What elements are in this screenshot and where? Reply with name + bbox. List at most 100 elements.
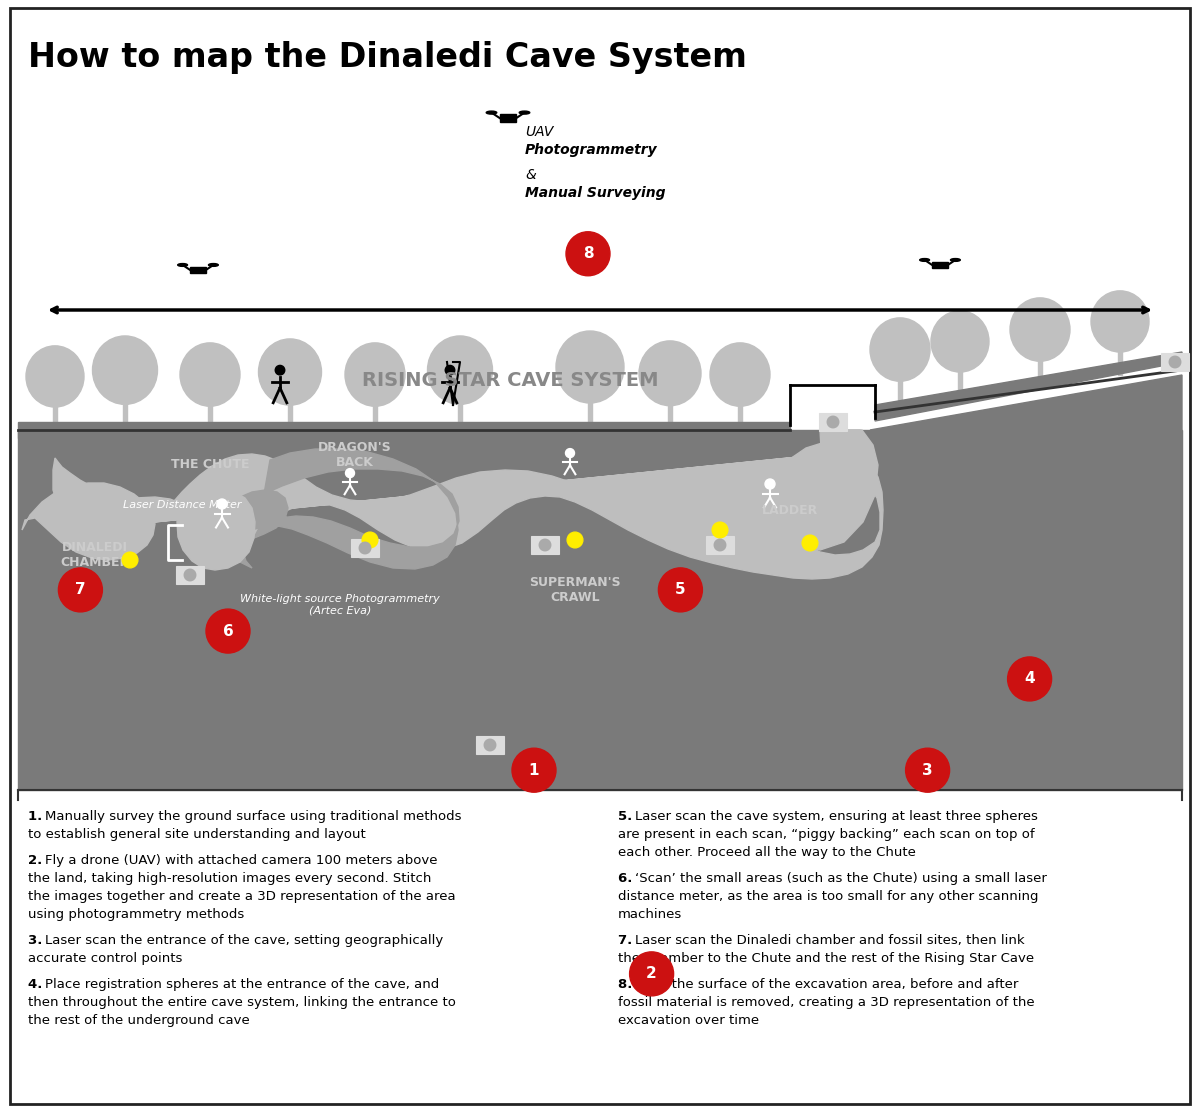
Text: 6.: 6. bbox=[618, 871, 637, 885]
Text: using photogrammetry methods: using photogrammetry methods bbox=[28, 908, 245, 920]
Ellipse shape bbox=[209, 264, 218, 266]
Bar bbox=[18, 430, 1182, 790]
Text: 1.: 1. bbox=[28, 810, 47, 823]
Bar bbox=[18, 78, 1182, 430]
Text: &: & bbox=[526, 168, 536, 183]
Polygon shape bbox=[772, 430, 878, 550]
Ellipse shape bbox=[486, 111, 497, 115]
Text: 2.: 2. bbox=[28, 854, 47, 867]
Polygon shape bbox=[373, 405, 377, 430]
Bar bbox=[476, 736, 504, 754]
Bar bbox=[818, 413, 847, 431]
Bar bbox=[530, 536, 559, 554]
Circle shape bbox=[568, 532, 583, 548]
Circle shape bbox=[802, 535, 818, 551]
Circle shape bbox=[712, 522, 728, 538]
Text: are present in each scan, “piggy backing” each scan on top of: are present in each scan, “piggy backing… bbox=[618, 828, 1034, 841]
Circle shape bbox=[630, 952, 673, 996]
Polygon shape bbox=[870, 375, 1182, 430]
Ellipse shape bbox=[556, 331, 624, 403]
Text: the images together and create a 3D representation of the area: the images together and create a 3D repr… bbox=[28, 890, 456, 903]
Text: 6: 6 bbox=[223, 623, 233, 639]
Text: Laser scan the Dinaledi chamber and fossil sites, then link: Laser scan the Dinaledi chamber and foss… bbox=[636, 934, 1025, 947]
Circle shape bbox=[485, 739, 496, 751]
Text: 2: 2 bbox=[647, 966, 656, 982]
Polygon shape bbox=[178, 490, 256, 570]
Circle shape bbox=[566, 232, 610, 276]
Circle shape bbox=[512, 748, 556, 792]
Circle shape bbox=[827, 416, 839, 427]
Text: 4: 4 bbox=[1025, 671, 1034, 687]
Polygon shape bbox=[218, 449, 458, 569]
Ellipse shape bbox=[258, 339, 322, 405]
Polygon shape bbox=[668, 405, 672, 430]
Bar bbox=[706, 536, 734, 554]
Circle shape bbox=[275, 365, 284, 375]
Polygon shape bbox=[738, 405, 742, 430]
Ellipse shape bbox=[1010, 298, 1070, 362]
Text: 5.: 5. bbox=[618, 810, 637, 823]
Text: DINALEDI
CHAMBER: DINALEDI CHAMBER bbox=[60, 541, 130, 569]
Text: the rest of the underground cave: the rest of the underground cave bbox=[28, 1014, 250, 1027]
Circle shape bbox=[714, 539, 726, 551]
Polygon shape bbox=[898, 381, 902, 405]
Polygon shape bbox=[457, 403, 462, 430]
Bar bbox=[1162, 353, 1189, 371]
Circle shape bbox=[217, 499, 227, 509]
FancyBboxPatch shape bbox=[10, 8, 1190, 1104]
Ellipse shape bbox=[92, 336, 157, 404]
Circle shape bbox=[539, 539, 551, 551]
Text: Laser scan the cave system, ensuring at least three spheres: Laser scan the cave system, ensuring at … bbox=[636, 810, 1038, 823]
Text: Place registration spheres at the entrance of the cave, and: Place registration spheres at the entran… bbox=[46, 978, 439, 991]
Text: Laser scan the entrance of the cave, setting geographically: Laser scan the entrance of the cave, set… bbox=[46, 934, 444, 947]
Text: each other. Proceed all the way to the Chute: each other. Proceed all the way to the C… bbox=[618, 846, 916, 859]
Text: DRAGON'S
BACK: DRAGON'S BACK bbox=[318, 441, 392, 469]
Text: 8: 8 bbox=[583, 246, 593, 262]
Bar bbox=[352, 539, 379, 556]
Circle shape bbox=[59, 568, 102, 612]
Polygon shape bbox=[875, 352, 1182, 421]
Text: 7.: 7. bbox=[618, 934, 637, 947]
Ellipse shape bbox=[950, 258, 960, 262]
Polygon shape bbox=[22, 483, 155, 560]
Ellipse shape bbox=[346, 343, 406, 406]
Circle shape bbox=[362, 532, 378, 548]
Text: SUPERMAN'S
CRAWL: SUPERMAN'S CRAWL bbox=[529, 577, 620, 604]
Text: THE CHUTE: THE CHUTE bbox=[170, 459, 250, 472]
Polygon shape bbox=[288, 404, 293, 430]
Circle shape bbox=[766, 479, 775, 489]
Text: Manual Surveying: Manual Surveying bbox=[526, 186, 666, 200]
Ellipse shape bbox=[520, 111, 529, 115]
Text: Manually survey the ground surface using traditional methods: Manually survey the ground surface using… bbox=[46, 810, 462, 823]
Bar bbox=[176, 567, 204, 584]
Ellipse shape bbox=[180, 343, 240, 406]
Text: distance meter, as the area is too small for any other scanning: distance meter, as the area is too small… bbox=[618, 890, 1038, 903]
Circle shape bbox=[906, 748, 949, 792]
Ellipse shape bbox=[1091, 290, 1150, 352]
Text: White-light source Photogrammetry
(Artec Eva): White-light source Photogrammetry (Artec… bbox=[240, 594, 440, 615]
Circle shape bbox=[185, 569, 196, 581]
Text: Fly a drone (UAV) with attached camera 100 meters above: Fly a drone (UAV) with attached camera 1… bbox=[46, 854, 438, 867]
Polygon shape bbox=[1038, 361, 1042, 385]
Circle shape bbox=[346, 469, 354, 477]
Polygon shape bbox=[53, 406, 58, 430]
Circle shape bbox=[1008, 657, 1051, 701]
Text: the land, taking high-resolution images every second. Stitch: the land, taking high-resolution images … bbox=[28, 871, 431, 885]
Circle shape bbox=[445, 365, 455, 375]
Text: 3.: 3. bbox=[28, 934, 47, 947]
Text: 3: 3 bbox=[923, 762, 932, 778]
Ellipse shape bbox=[640, 341, 701, 406]
Text: excavation over time: excavation over time bbox=[618, 1014, 760, 1027]
Circle shape bbox=[122, 552, 138, 568]
Ellipse shape bbox=[178, 264, 187, 266]
Circle shape bbox=[206, 609, 250, 653]
Circle shape bbox=[565, 449, 575, 457]
Polygon shape bbox=[122, 403, 127, 430]
Circle shape bbox=[1169, 356, 1181, 367]
Text: ‘Scan’ the small areas (such as the Chute) using a small laser: ‘Scan’ the small areas (such as the Chut… bbox=[636, 871, 1048, 885]
Circle shape bbox=[359, 542, 371, 554]
Text: accurate control points: accurate control points bbox=[28, 952, 182, 965]
Text: Laser Distance Meter: Laser Distance Meter bbox=[122, 500, 241, 510]
Text: How to map the Dinaledi Cave System: How to map the Dinaledi Cave System bbox=[28, 41, 746, 75]
Bar bbox=[190, 267, 206, 274]
